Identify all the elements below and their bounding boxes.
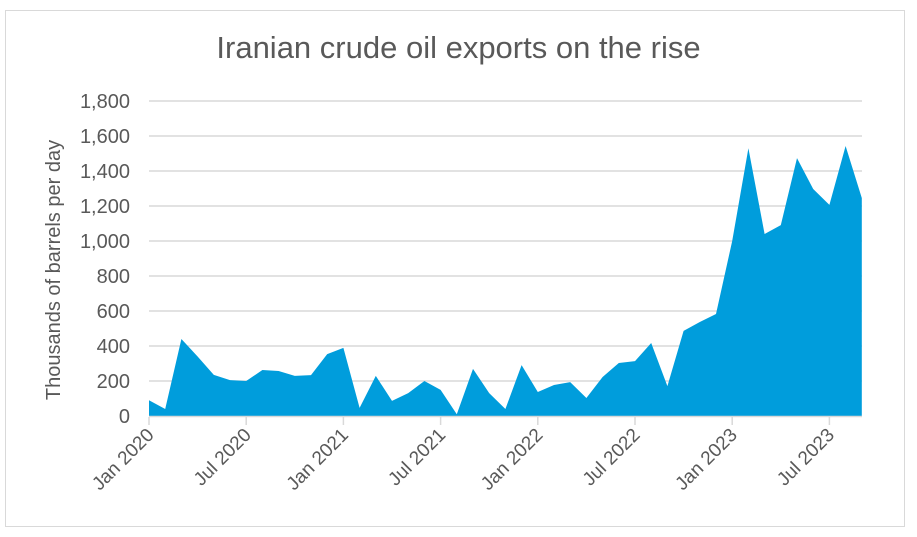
x-axis-ticks: Jan 2020 Jul 2020 Jan 2021 Jul 2021 Jan 2022… xyxy=(88,417,839,495)
x-tick-label: Jan 2021 xyxy=(283,425,353,495)
x-tick-label: Jul 2022 xyxy=(579,425,645,491)
x-tick-label: Jan 2020 xyxy=(88,425,158,495)
x-tick-label: Jul 2023 xyxy=(773,425,839,491)
y-tick-label: 600 xyxy=(97,301,130,323)
y-tick-label: 400 xyxy=(97,336,130,358)
y-axis-label: Thousands of barrels per day xyxy=(43,140,65,400)
y-tick-label: 1,200 xyxy=(80,196,130,218)
y-tick-label: 200 xyxy=(97,371,130,393)
y-axis-ticks: 0 200 400 600 800 1,000 1,200 1,400 1,600 1,800 xyxy=(80,91,130,428)
y-tick-label: 1,000 xyxy=(80,231,130,253)
x-tick-label: Jul 2021 xyxy=(384,425,450,491)
y-tick-label: 1,400 xyxy=(80,161,130,183)
chart-frame xyxy=(5,10,905,527)
x-tick-label: Jan 2022 xyxy=(477,425,547,495)
x-tick-label: Jan 2023 xyxy=(672,425,742,495)
exports-area xyxy=(149,146,862,416)
y-tick-label: 1,600 xyxy=(80,126,130,148)
y-tick-label: 0 xyxy=(119,406,130,428)
y-tick-label: 1,800 xyxy=(80,91,130,113)
x-tick-label: Jul 2020 xyxy=(190,425,256,491)
chart-title: Iranian crude oil exports on the rise xyxy=(216,30,701,65)
y-tick-label: 800 xyxy=(97,266,130,288)
